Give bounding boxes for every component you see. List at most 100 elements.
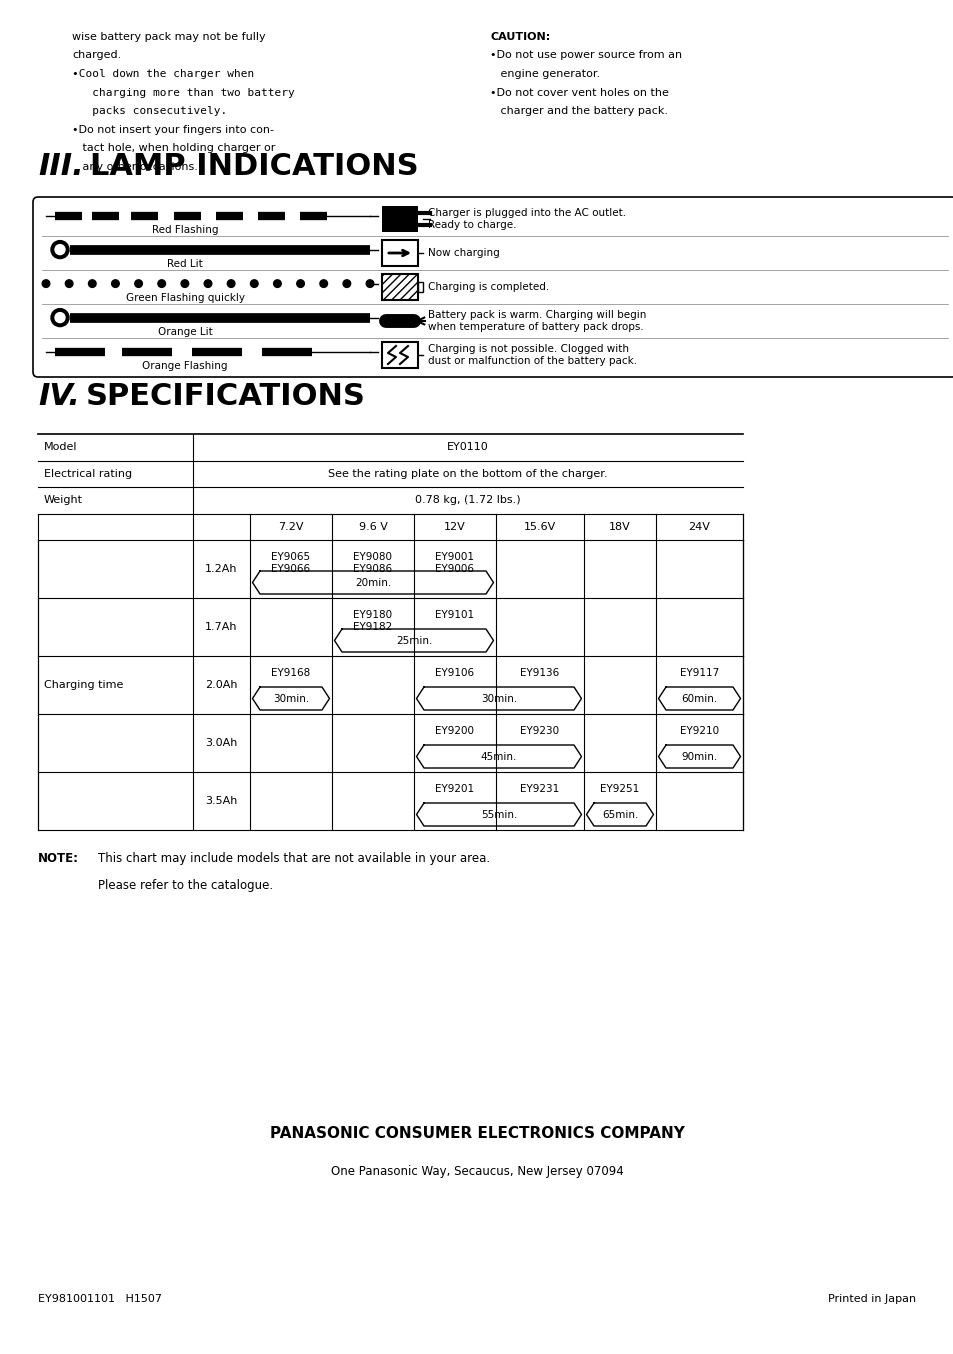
Text: any other occasions.: any other occasions. <box>71 161 197 172</box>
Text: See the rating plate on the bottom of the charger.: See the rating plate on the bottom of th… <box>328 468 607 479</box>
Text: Electrical rating: Electrical rating <box>44 468 132 479</box>
Text: 2.0Ah: 2.0Ah <box>205 680 237 691</box>
Text: 90min.: 90min. <box>680 751 717 761</box>
Text: •Do not use power source from an: •Do not use power source from an <box>490 50 681 61</box>
Text: EY9080
EY9086: EY9080 EY9086 <box>353 552 392 574</box>
Text: 25min.: 25min. <box>395 635 432 646</box>
Text: Green Flashing quickly: Green Flashing quickly <box>126 292 244 303</box>
Circle shape <box>319 280 327 287</box>
Text: One Panasonic Way, Secaucus, New Jersey 07094: One Panasonic Way, Secaucus, New Jersey … <box>331 1166 622 1178</box>
Text: 30min.: 30min. <box>480 693 517 704</box>
Text: •Cool down the charger when: •Cool down the charger when <box>71 69 254 79</box>
Text: •Do not insert your fingers into con-: •Do not insert your fingers into con- <box>71 125 274 134</box>
Circle shape <box>274 280 281 287</box>
FancyBboxPatch shape <box>417 282 422 292</box>
Text: EY0110: EY0110 <box>447 443 488 452</box>
Text: Red Lit: Red Lit <box>167 259 203 269</box>
Text: EY9065
EY9066: EY9065 EY9066 <box>272 552 311 574</box>
Text: Orange Flashing: Orange Flashing <box>142 362 228 371</box>
Text: 45min.: 45min. <box>480 751 517 761</box>
Text: packs consecutively.: packs consecutively. <box>71 106 227 116</box>
Text: 15.6V: 15.6V <box>523 521 556 532</box>
FancyBboxPatch shape <box>381 343 417 368</box>
Circle shape <box>134 280 142 287</box>
FancyBboxPatch shape <box>381 206 417 232</box>
Circle shape <box>89 280 96 287</box>
Text: 60min.: 60min. <box>680 693 717 704</box>
Text: Charger is plugged into the AC outlet.
Ready to charge.: Charger is plugged into the AC outlet. R… <box>428 209 625 230</box>
Text: Please refer to the catalogue.: Please refer to the catalogue. <box>98 879 273 892</box>
Text: EY9168: EY9168 <box>271 668 311 678</box>
Text: 1.7Ah: 1.7Ah <box>205 621 237 632</box>
Circle shape <box>55 245 65 255</box>
Text: EY981001101   H1507: EY981001101 H1507 <box>38 1294 162 1304</box>
Text: EY9180
EY9182: EY9180 EY9182 <box>353 611 393 631</box>
Text: EY9101: EY9101 <box>435 611 474 620</box>
Text: 3.0Ah: 3.0Ah <box>205 738 237 747</box>
Circle shape <box>204 280 212 287</box>
Text: 1.2Ah: 1.2Ah <box>205 565 237 574</box>
Text: Charging is not possible. Clogged with
dust or malfunction of the battery pack.: Charging is not possible. Clogged with d… <box>428 344 637 366</box>
Text: 0.78 kg, (1.72 lbs.): 0.78 kg, (1.72 lbs.) <box>415 496 520 505</box>
Text: NOTE:: NOTE: <box>38 852 79 865</box>
Circle shape <box>251 280 258 287</box>
Circle shape <box>296 280 304 287</box>
Text: EY9106: EY9106 <box>435 668 474 678</box>
Text: EY9136: EY9136 <box>519 668 559 678</box>
Text: engine generator.: engine generator. <box>490 69 599 79</box>
Text: 7.2V: 7.2V <box>278 521 303 532</box>
Circle shape <box>227 280 234 287</box>
Text: EY9117: EY9117 <box>679 668 719 678</box>
Text: CAUTION:: CAUTION: <box>490 32 550 42</box>
Text: Charging is completed.: Charging is completed. <box>428 282 549 292</box>
Text: 24V: 24V <box>688 521 710 532</box>
Text: tact hole, when holding charger or: tact hole, when holding charger or <box>71 144 275 153</box>
FancyBboxPatch shape <box>33 196 953 376</box>
Text: 9.6 V: 9.6 V <box>358 521 387 532</box>
Text: EY9201: EY9201 <box>435 784 474 793</box>
Text: Charging time: Charging time <box>44 680 123 691</box>
Text: 20min.: 20min. <box>355 578 391 588</box>
Text: 18V: 18V <box>608 521 630 532</box>
Text: EY9210: EY9210 <box>679 726 719 737</box>
Text: Battery pack is warm. Charging will begin
when temperature of battery pack drops: Battery pack is warm. Charging will begi… <box>428 310 646 332</box>
Text: EY9200: EY9200 <box>435 726 474 737</box>
Circle shape <box>158 280 165 287</box>
Circle shape <box>51 241 69 259</box>
Text: charged.: charged. <box>71 50 121 61</box>
Text: Orange Lit: Orange Lit <box>157 328 213 337</box>
Circle shape <box>366 280 374 287</box>
Text: EY9230: EY9230 <box>520 726 559 737</box>
Text: Red Flashing: Red Flashing <box>152 225 218 236</box>
Circle shape <box>55 313 65 322</box>
Text: EY9251: EY9251 <box>599 784 639 793</box>
Text: LAMP INDICATIONS: LAMP INDICATIONS <box>90 152 418 181</box>
Text: •Do not cover vent holes on the: •Do not cover vent holes on the <box>490 88 668 97</box>
Text: IV.: IV. <box>38 382 80 412</box>
Text: 30min.: 30min. <box>273 693 309 704</box>
Text: PANASONIC CONSUMER ELECTRONICS COMPANY: PANASONIC CONSUMER ELECTRONICS COMPANY <box>270 1127 683 1141</box>
Text: 65min.: 65min. <box>601 810 638 819</box>
Text: 55min.: 55min. <box>480 810 517 819</box>
FancyBboxPatch shape <box>381 240 417 265</box>
Circle shape <box>343 280 351 287</box>
Text: 3.5Ah: 3.5Ah <box>205 796 237 806</box>
Text: charger and the battery pack.: charger and the battery pack. <box>490 106 667 116</box>
Text: III.: III. <box>38 152 84 181</box>
Text: Now charging: Now charging <box>428 248 499 259</box>
Text: Weight: Weight <box>44 496 83 505</box>
Text: EY9231: EY9231 <box>519 784 559 793</box>
Circle shape <box>51 309 69 326</box>
Text: charging more than two battery: charging more than two battery <box>71 88 294 97</box>
Text: wise battery pack may not be fully: wise battery pack may not be fully <box>71 32 265 42</box>
FancyBboxPatch shape <box>381 274 417 301</box>
Circle shape <box>112 280 119 287</box>
Circle shape <box>65 280 72 287</box>
Circle shape <box>42 280 50 287</box>
Circle shape <box>181 280 189 287</box>
Text: 12V: 12V <box>444 521 465 532</box>
Text: SPECIFICATIONS: SPECIFICATIONS <box>86 382 366 412</box>
Text: EY9001
EY9006: EY9001 EY9006 <box>435 552 474 574</box>
Text: Printed in Japan: Printed in Japan <box>827 1294 915 1304</box>
Text: This chart may include models that are not available in your area.: This chart may include models that are n… <box>98 852 490 865</box>
